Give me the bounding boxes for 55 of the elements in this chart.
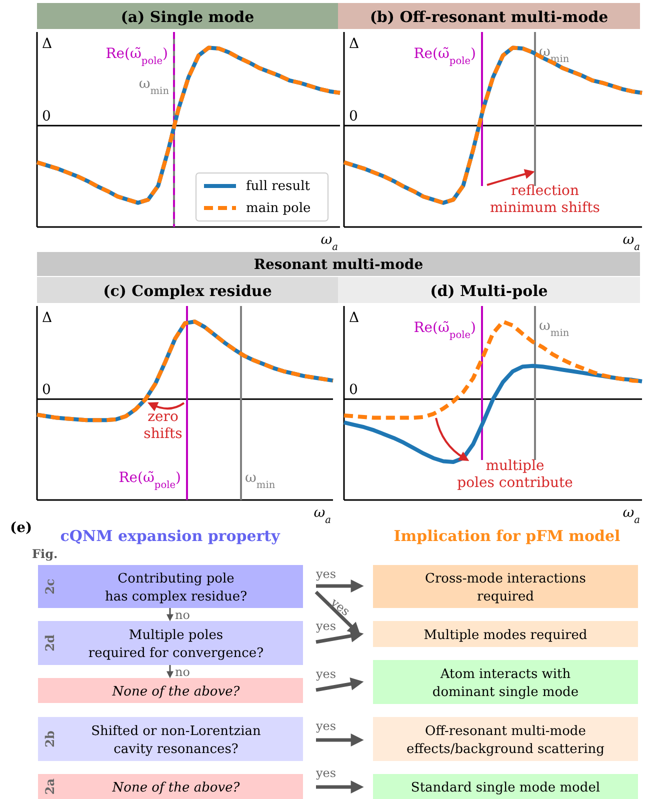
text: ω$_{min}$ — [138, 76, 169, 96]
text: no — [175, 608, 190, 622]
chart-title: (b) Off-resonant multi-mode — [370, 8, 608, 26]
chart-subtitle: Resonant multi-mode — [254, 257, 424, 273]
text: Shifted or non-Lorentzian cavity resonances? — [91, 724, 262, 757]
text: cQNM expansion property — [60, 527, 282, 545]
text: yes — [315, 567, 336, 581]
y-axis-title: Δ — [42, 310, 52, 326]
text: 2b — [43, 730, 57, 748]
text: Fig. — [32, 547, 58, 561]
text: Atom interacts with dominant single mode — [432, 667, 579, 700]
text: yes — [315, 766, 336, 780]
annotation: 0 — [42, 108, 51, 125]
text: None of the above? — [111, 684, 241, 700]
text: Implication for pFM model — [394, 527, 621, 545]
x-axis-title: ω$_{a}$ — [314, 505, 332, 526]
y-axis-title: Δ — [42, 36, 52, 52]
text: Re(ω̃$_{pole}$) — [414, 320, 476, 340]
chart-title: (a) Single mode — [120, 8, 254, 26]
annotation: 0 — [349, 382, 358, 398]
text: Re(ω̃$_{pole}$) — [118, 470, 181, 490]
text: ω$_{min}$ — [245, 470, 276, 490]
annotation: 0 — [42, 382, 51, 398]
legend-label: main pole — [246, 201, 312, 216]
text: yes — [315, 667, 336, 681]
text: Re(ω̃$_{pole}$) — [414, 46, 476, 66]
chart-title: (c) Complex residue — [103, 282, 272, 300]
text: Off-resonant multi-mode effects/background scattering — [406, 724, 604, 757]
text: 2c — [43, 578, 57, 594]
y-axis-title: Δ — [349, 310, 360, 326]
text: no — [175, 665, 190, 679]
annotation: reflection minimum shifts — [490, 183, 600, 216]
annotation: multiple poles contribute — [457, 458, 573, 491]
text: Re(ω̃$_{pole}$) — [106, 46, 168, 66]
text: (e) — [10, 520, 32, 536]
text: yes — [327, 594, 353, 619]
chart-title: (d) Multi-pole — [430, 282, 548, 300]
annotation: zero shifts — [144, 409, 182, 442]
text: yes — [315, 719, 336, 733]
text: Cross-mode interactions required — [425, 572, 586, 604]
x-axis-title: ω$_{a}$ — [622, 505, 640, 526]
x-axis-title: ω$_{a}$ — [622, 232, 640, 252]
x-axis-title: ω$_{a}$ — [320, 232, 338, 252]
text: yes — [315, 619, 336, 633]
y-axis-title: Δ — [349, 36, 360, 52]
legend-label: full result — [246, 179, 311, 194]
text: 2a — [43, 778, 57, 795]
text: Contributing pole has complex residue? — [104, 572, 248, 604]
text: Standard single mode model — [410, 780, 600, 796]
text: Multiple modes required — [424, 628, 588, 643]
text: None of the above? — [111, 780, 241, 796]
annotation: 0 — [349, 108, 358, 125]
text: ω$_{min}$ — [539, 318, 570, 338]
text: 2d — [43, 634, 57, 652]
text: Multiple poles required for convergence? — [88, 628, 264, 661]
